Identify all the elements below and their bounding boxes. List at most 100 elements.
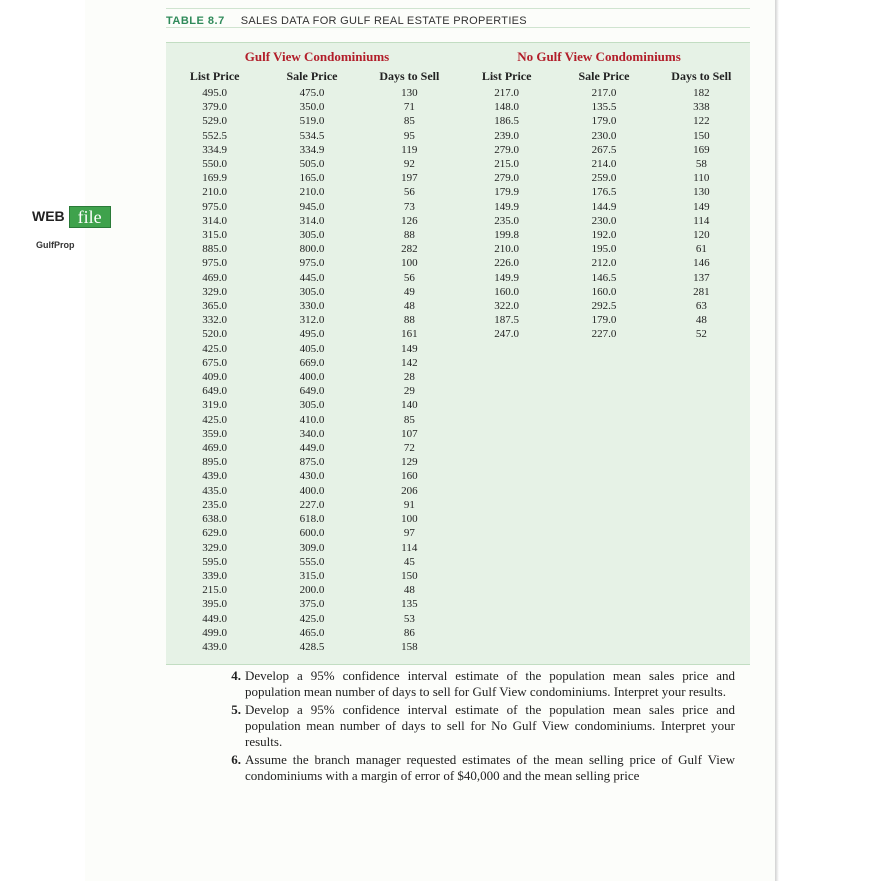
table-cell: 160.0: [555, 285, 652, 299]
table-row: 379.0350.071: [166, 100, 458, 114]
table-cell: 465.0: [263, 626, 360, 640]
table-cell: 350.0: [263, 100, 360, 114]
table-cell: 435.0: [166, 484, 263, 498]
table-cell: 330.0: [263, 299, 360, 313]
table-row: 210.0195.061: [458, 242, 750, 256]
col-header: Sale Price: [263, 69, 360, 84]
table-cell: 63: [653, 299, 750, 313]
table-cell: 379.0: [166, 100, 263, 114]
table-row: 359.0340.0107: [166, 427, 458, 441]
table-cell: 215.0: [458, 157, 555, 171]
table-cell: 439.0: [166, 469, 263, 483]
table-cell: 148.0: [458, 100, 555, 114]
table-cell: 114: [653, 214, 750, 228]
col-header: Sale Price: [555, 69, 652, 84]
table-row: 885.0800.0282: [166, 242, 458, 256]
table-cell: 206: [361, 484, 458, 498]
table-cell: 169: [653, 143, 750, 157]
table-cell: 29: [361, 384, 458, 398]
table-cell: 135: [361, 597, 458, 611]
table-row: 235.0230.0114: [458, 214, 750, 228]
table-cell: 319.0: [166, 398, 263, 412]
datafile-name: GulfProp: [36, 240, 122, 250]
table-cell: 160.0: [458, 285, 555, 299]
table-cell: 410.0: [263, 413, 360, 427]
table-cell: 469.0: [166, 271, 263, 285]
table-cell: 505.0: [263, 157, 360, 171]
table-cell: 130: [653, 185, 750, 199]
question-item: 6.Assume the branch manager requested es…: [225, 752, 735, 784]
table-cell: 140: [361, 398, 458, 412]
table-cell: 52: [653, 327, 750, 341]
table-cell: 305.0: [263, 285, 360, 299]
table-cell: 315.0: [166, 228, 263, 242]
table-cell: 192.0: [555, 228, 652, 242]
table-cell: 137: [653, 271, 750, 285]
file-text: file: [69, 206, 111, 228]
table-cell: 239.0: [458, 129, 555, 143]
table-row: 449.0425.053: [166, 612, 458, 626]
table-cell: 312.0: [263, 313, 360, 327]
table-row: 334.9334.9119: [166, 143, 458, 157]
table-cell: 395.0: [166, 597, 263, 611]
table-cell: 217.0: [458, 86, 555, 100]
table-row: 279.0259.0110: [458, 171, 750, 185]
table-cell: 495.0: [166, 86, 263, 100]
table-cell: 53: [361, 612, 458, 626]
questions-list: 4.Develop a 95% confidence interval esti…: [225, 668, 735, 786]
table-cell: 58: [653, 157, 750, 171]
table-row: 247.0227.052: [458, 327, 750, 341]
data-table: Gulf View Condominiums No Gulf View Cond…: [166, 42, 750, 665]
table-row: 315.0305.088: [166, 228, 458, 242]
table-cell: 150: [361, 569, 458, 583]
table-row: 169.9165.0197: [166, 171, 458, 185]
table-cell: 160: [361, 469, 458, 483]
table-cell: 945.0: [263, 200, 360, 214]
table-row: 187.5179.048: [458, 313, 750, 327]
table-row: 395.0375.0135: [166, 597, 458, 611]
table-cell: 469.0: [166, 441, 263, 455]
page-shadow: [775, 0, 779, 881]
table-cell: 186.5: [458, 114, 555, 128]
table-cell: 120: [653, 228, 750, 242]
table-cell: 279.0: [458, 143, 555, 157]
table-cell: 212.0: [555, 256, 652, 270]
table-row: 638.0618.0100: [166, 512, 458, 526]
table-row: 975.0945.073: [166, 200, 458, 214]
table-cell: 176.5: [555, 185, 652, 199]
table-row: 179.9176.5130: [458, 185, 750, 199]
group-headers: Gulf View Condominiums No Gulf View Cond…: [166, 49, 750, 65]
table-row: 332.0312.088: [166, 313, 458, 327]
table-cell: 520.0: [166, 327, 263, 341]
table-cell: 649.0: [263, 384, 360, 398]
table-cell: 332.0: [166, 313, 263, 327]
table-row: 226.0212.0146: [458, 256, 750, 270]
table-cell: 618.0: [263, 512, 360, 526]
table-row: 199.8192.0120: [458, 228, 750, 242]
table-cell: 142: [361, 356, 458, 370]
left-gutter: [0, 0, 85, 881]
table-row: 499.0465.086: [166, 626, 458, 640]
table-cell: 329.0: [166, 541, 263, 555]
table-cell: 600.0: [263, 526, 360, 540]
table-row: 469.0449.072: [166, 441, 458, 455]
table-cell: 182: [653, 86, 750, 100]
table-row: 215.0214.058: [458, 157, 750, 171]
table-cell: 119: [361, 143, 458, 157]
table-row: 552.5534.595: [166, 129, 458, 143]
table-cell: 629.0: [166, 526, 263, 540]
table-cell: 638.0: [166, 512, 263, 526]
table-row: 160.0160.0281: [458, 285, 750, 299]
table-cell: 88: [361, 313, 458, 327]
table-cell: 329.0: [166, 285, 263, 299]
question-number: 6.: [225, 752, 245, 784]
question-item: 4.Develop a 95% confidence interval esti…: [225, 668, 735, 700]
table-row: 210.0210.056: [166, 185, 458, 199]
table-cell: 217.0: [555, 86, 652, 100]
group-header-right: No Gulf View Condominiums: [458, 49, 750, 65]
table-cell: 28: [361, 370, 458, 384]
table-cell: 61: [653, 242, 750, 256]
table-row: 425.0405.0149: [166, 342, 458, 356]
table-cell: 875.0: [263, 455, 360, 469]
table-cell: 48: [653, 313, 750, 327]
